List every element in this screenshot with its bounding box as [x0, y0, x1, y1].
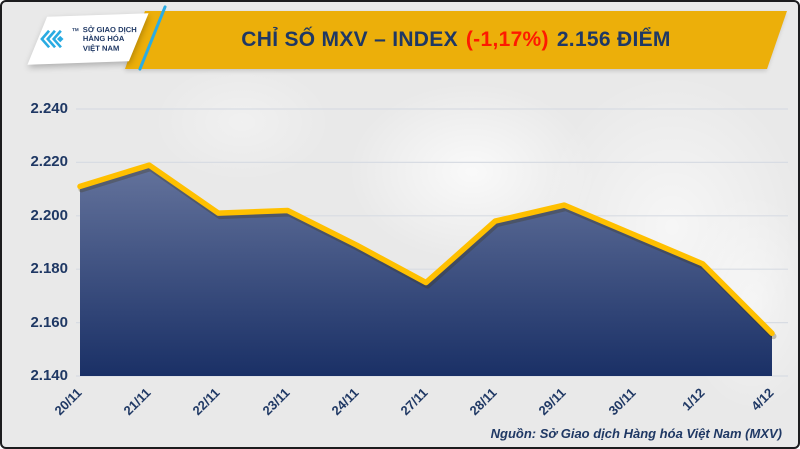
- title-banner: CHỈ SỐ MXV – INDEX (-1,17%) 2.156 ĐIỂM: [125, 11, 787, 69]
- mxv-logo: TM SỞ GIAO DỊCH HÀNG HÓA VIỆT NAM: [27, 13, 149, 65]
- logo-org-name: SỞ GIAO DỊCH HÀNG HÓA VIỆT NAM: [83, 25, 137, 53]
- index-change: (-1,17%): [465, 28, 549, 51]
- index-title: CHỈ SỐ MXV – INDEX: [241, 28, 458, 51]
- mxv-chevron-logo-icon: [40, 29, 64, 49]
- logo-org-line: SỞ GIAO DỊCH: [82, 25, 137, 35]
- index-value: 2.156 ĐIỂM: [556, 28, 671, 51]
- chart-title: CHỈ SỐ MXV – INDEX (-1,17%) 2.156 ĐIỂM: [135, 11, 777, 69]
- logo-org-line: VIỆT NAM: [82, 43, 120, 53]
- source-note: Nguồn: Sở Giao dịch Hàng hóa Việt Nam (M…: [490, 426, 782, 441]
- area-fill: [80, 165, 772, 376]
- trademark-symbol: TM: [72, 27, 79, 33]
- mxv-logo-content: TM SỞ GIAO DỊCH HÀNG HÓA VIỆT NAM: [37, 15, 139, 62]
- logo-org-line: HÀNG HÓA: [82, 34, 125, 44]
